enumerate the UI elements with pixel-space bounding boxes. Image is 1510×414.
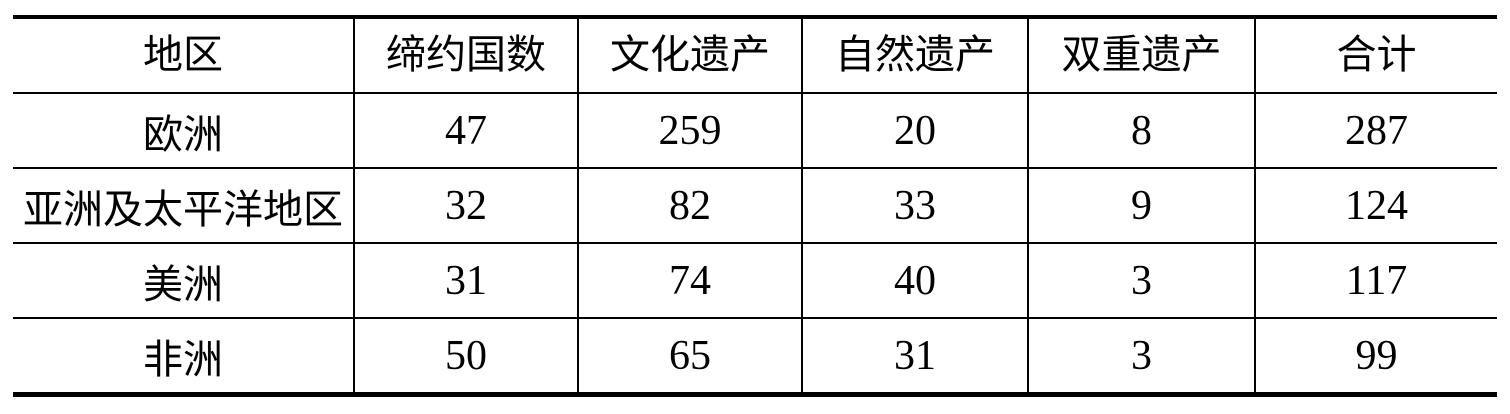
total-cell: 287: [1254, 93, 1497, 169]
table-row-americas: 美洲 31 74 40 3 117: [13, 243, 1497, 319]
total-cell: 117: [1254, 243, 1497, 319]
column-header-region: 地区: [13, 17, 354, 94]
value-cell: 40: [801, 243, 1028, 319]
value-cell: 33: [801, 168, 1028, 244]
value-cell: 82: [577, 168, 802, 244]
value-cell: 31: [353, 243, 578, 319]
column-header-states-parties: 缔约国数: [353, 17, 578, 94]
column-header-mixed-heritage: 双重遗产: [1027, 17, 1255, 94]
value-cell: 31: [801, 318, 1028, 395]
value-cell: 47: [353, 93, 578, 169]
value-cell: 9: [1027, 168, 1255, 244]
value-cell: 50: [353, 318, 578, 395]
value-cell: 65: [577, 318, 802, 395]
table-header: 地区 缔约国数 文化遗产 自然遗产 双重遗产 合计: [13, 17, 1497, 94]
region-cell: 亚洲及太平洋地区: [13, 168, 354, 244]
table-row-asia-pacific: 亚洲及太平洋地区 32 82 33 9 124: [13, 168, 1497, 244]
column-header-natural-heritage: 自然遗产: [801, 17, 1028, 94]
region-cell: 非洲: [143, 337, 223, 382]
value-cell: 74: [577, 243, 802, 319]
total-cell: 124: [1254, 168, 1497, 244]
total-cell: 99: [1254, 318, 1497, 395]
value-cell: 3: [1027, 243, 1255, 319]
region-cell: 美洲: [13, 243, 354, 319]
table-body: 欧洲 47 259 20 8 287 亚洲及太平洋地区 32 82 33 9 1…: [13, 93, 1497, 395]
value-cell: 3: [1027, 318, 1255, 395]
column-header-cultural-heritage: 文化遗产: [577, 17, 802, 94]
value-cell: 259: [577, 93, 802, 169]
table-row-africa: 非洲 50 65 31 3 99: [13, 318, 1497, 395]
table-row-europe: 欧洲 47 259 20 8 287: [13, 93, 1497, 169]
value-cell: 8: [1027, 93, 1255, 169]
world-heritage-table: 地区 缔约国数 文化遗产 自然遗产 双重遗产 合计 欧洲 47 259 20 8…: [13, 15, 1497, 397]
value-cell: 32: [353, 168, 578, 244]
value-cell: 20: [801, 93, 1028, 169]
column-header-total: 合计: [1254, 17, 1497, 94]
header-row: 地区 缔约国数 文化遗产 自然遗产 双重遗产 合计: [13, 17, 1497, 94]
region-cell: 欧洲: [13, 93, 354, 169]
